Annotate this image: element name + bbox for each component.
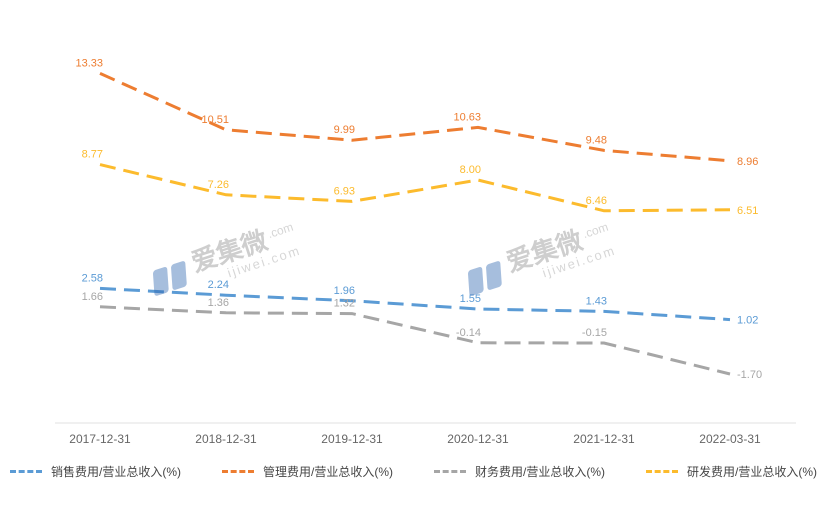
- x-axis-label: 2020-12-31: [447, 432, 509, 446]
- point-label: 1.02: [737, 315, 758, 327]
- point-label: 8.96: [737, 156, 758, 168]
- point-label: 10.63: [453, 111, 481, 123]
- point-label: -0.15: [582, 327, 607, 339]
- point-label: 8.00: [460, 164, 481, 176]
- point-label: -1.70: [737, 369, 762, 381]
- point-label: 1.66: [82, 291, 103, 303]
- point-label: 8.77: [82, 149, 103, 161]
- legend-marker: [434, 470, 466, 473]
- legend-item[interactable]: 财务费用/营业总收入(%): [434, 463, 605, 480]
- series-line: [99, 163, 731, 213]
- line-chart: 2.58 2.24 1.96 1.55 1.43 1.02 13.33 10.51 9.99 10…: [55, 57, 796, 446]
- x-axis-label: 2022-03-31: [699, 432, 761, 446]
- series-line: [99, 305, 731, 376]
- point-label: 7.26: [208, 179, 229, 191]
- legend-label: 管理费用/营业总收入(%): [263, 465, 393, 479]
- point-label: 1.96: [334, 285, 355, 297]
- legend-label: 销售费用/营业总收入(%): [51, 465, 181, 479]
- point-label: 13.33: [75, 57, 103, 69]
- point-label: 1.55: [460, 293, 481, 305]
- legend-marker: [222, 470, 254, 473]
- legend-item[interactable]: 管理费用/营业总收入(%): [222, 463, 393, 480]
- point-label: 6.51: [737, 205, 758, 217]
- point-label: 2.24: [208, 279, 229, 291]
- x-axis-label: 2017-12-31: [69, 432, 131, 446]
- legend-marker: [646, 470, 678, 473]
- legend-item[interactable]: 研发费用/营业总收入(%): [646, 463, 817, 480]
- point-label: -0.14: [456, 327, 481, 339]
- point-label: 6.93: [334, 185, 355, 197]
- point-label: 6.46: [586, 195, 607, 207]
- point-label: 1.36: [208, 297, 229, 309]
- x-axis-label: 2018-12-31: [195, 432, 257, 446]
- point-label: 9.48: [586, 134, 607, 146]
- legend-item[interactable]: 销售费用/营业总收入(%): [10, 463, 181, 480]
- legend-marker: [10, 470, 42, 473]
- point-label: 10.51: [201, 114, 229, 126]
- point-label: 1.32: [334, 298, 355, 310]
- series-line: [99, 72, 731, 163]
- point-label: 9.99: [334, 124, 355, 136]
- point-label: 2.58: [82, 272, 103, 284]
- x-axis-label: 2021-12-31: [573, 432, 635, 446]
- chart-legend: 销售费用/营业总收入(%) 管理费用/营业总收入(%) 财务费用/营业总收入(%) 研…: [10, 463, 817, 480]
- series-line: [99, 286, 731, 322]
- legend-label: 财务费用/营业总收入(%): [475, 465, 605, 479]
- legend-label: 研发费用/营业总收入(%): [687, 465, 817, 479]
- x-axis-label: 2019-12-31: [321, 432, 383, 446]
- point-label: 1.43: [586, 295, 607, 307]
